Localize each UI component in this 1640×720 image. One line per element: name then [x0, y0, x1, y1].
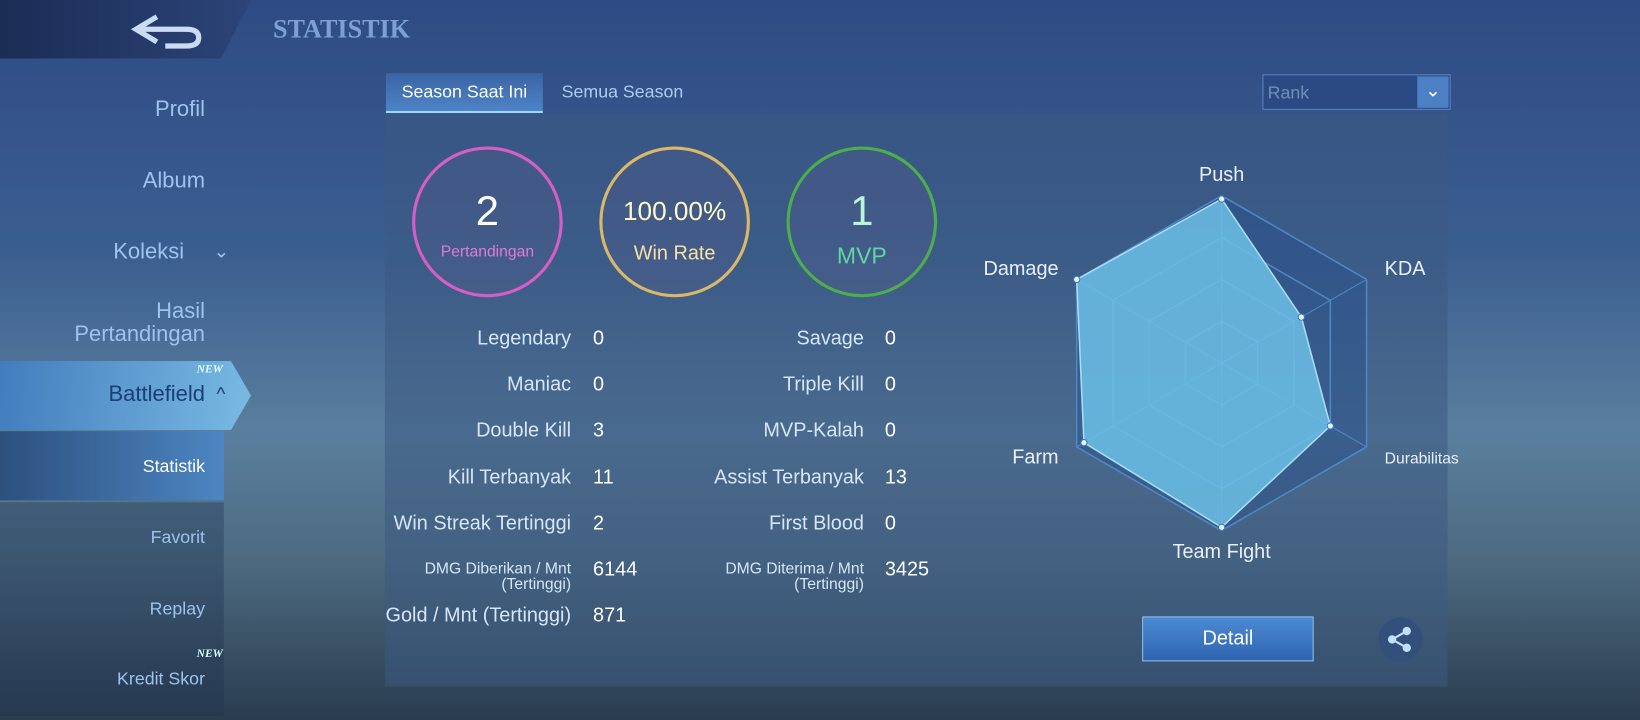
stat-value: 0 — [593, 373, 605, 396]
menu-item[interactable]: Favorit — [150, 527, 206, 548]
tab[interactable]: Semua Season — [561, 81, 684, 102]
radar-point — [1080, 439, 1088, 447]
page-title: STATISTIK — [272, 15, 411, 44]
stat-label: Gold / Mnt (Tertinggi) — [385, 605, 572, 628]
stat-value: 871 — [593, 605, 627, 628]
stat-value: 0 — [884, 327, 896, 350]
stat-value: 3425 — [884, 558, 930, 581]
stat-label: Maniac — [507, 373, 572, 396]
stat-circle — [786, 146, 938, 298]
stat-value: 0 — [884, 512, 896, 535]
badge: NEW — [196, 363, 223, 376]
chevron: ^ — [216, 383, 226, 404]
stat-label: MVP-Kalah — [763, 420, 864, 443]
menu-item[interactable]: Kredit Skor — [117, 668, 206, 689]
circle-value: 2 — [475, 188, 500, 235]
stat-label: DMG Diterima / Mnt (Tertinggi) — [725, 559, 864, 594]
stat-label: Triple Kill — [782, 373, 864, 396]
stat-value: 11 — [593, 466, 614, 489]
stat-value: 0 — [884, 420, 896, 443]
circle-label: MVP — [836, 242, 887, 269]
radar-point — [1297, 313, 1306, 321]
stat-value: 2 — [593, 512, 605, 535]
dropdown-arrow[interactable]: ⌄ — [1417, 76, 1449, 108]
chevron: ⌄ — [213, 240, 230, 262]
stat-label: Legendary — [477, 327, 572, 350]
radar-label: Farm — [1012, 447, 1058, 469]
menu-item[interactable]: Koleksi — [113, 239, 185, 264]
menu-item[interactable]: Statistik — [142, 456, 206, 477]
circle-value: 100.00% — [622, 196, 727, 227]
stat-label: Double Kill — [476, 420, 572, 443]
tab[interactable]: Season Saat Ini — [401, 81, 528, 102]
menu-item[interactable]: Profil — [154, 97, 206, 122]
radar-point — [1217, 523, 1226, 531]
tab-active — [385, 73, 543, 114]
stat-label: Savage — [796, 327, 864, 350]
stat-value: 13 — [884, 466, 907, 489]
radar-label: Push — [1199, 164, 1244, 186]
stat-label: First Blood — [768, 512, 864, 535]
stat-value: 0 — [593, 327, 605, 350]
stat-circle — [412, 146, 563, 298]
stat-value: 0 — [884, 373, 896, 396]
radar-label: Damage — [984, 258, 1059, 280]
radar-point — [1326, 422, 1334, 430]
menu-item[interactable]: Album — [142, 168, 206, 193]
menu-item[interactable]: Hasil Pertandingan — [74, 299, 206, 347]
dropdown-value: Rank — [1267, 82, 1310, 103]
radar-point — [1217, 195, 1226, 203]
stat-label: DMG Diberikan / Mnt (Tertinggi) — [424, 559, 572, 594]
badge: NEW — [196, 647, 223, 661]
stat-value: 3 — [593, 420, 605, 443]
back-panel — [0, 0, 252, 59]
radar-point — [1073, 275, 1081, 284]
circle-value: 1 — [850, 188, 874, 235]
button-label: Detail — [1202, 627, 1254, 650]
stat-circle — [599, 146, 750, 298]
stat-label: Kill Terbanyak — [447, 466, 572, 489]
stat-label: Win Streak Tertinggi — [393, 512, 572, 535]
submenu — [0, 502, 224, 716]
menu-item[interactable]: Replay — [149, 598, 206, 619]
stat-label: Assist Terbanyak — [714, 466, 864, 489]
circle-label: Win Rate — [633, 242, 716, 265]
active-section — [0, 361, 252, 431]
circle-label: Pertandingan — [440, 242, 535, 261]
share-button[interactable] — [1377, 616, 1423, 662]
back-button[interactable] — [126, 8, 205, 52]
active-item — [0, 431, 224, 501]
stat-value: 6144 — [593, 558, 638, 581]
radar-label: Durabilitas — [1385, 451, 1459, 468]
radar-label: KDA — [1385, 258, 1427, 280]
menu-item[interactable]: Battlefield — [108, 381, 206, 407]
detail-button[interactable] — [1142, 616, 1314, 662]
radar-label: Team Fight — [1173, 541, 1272, 563]
